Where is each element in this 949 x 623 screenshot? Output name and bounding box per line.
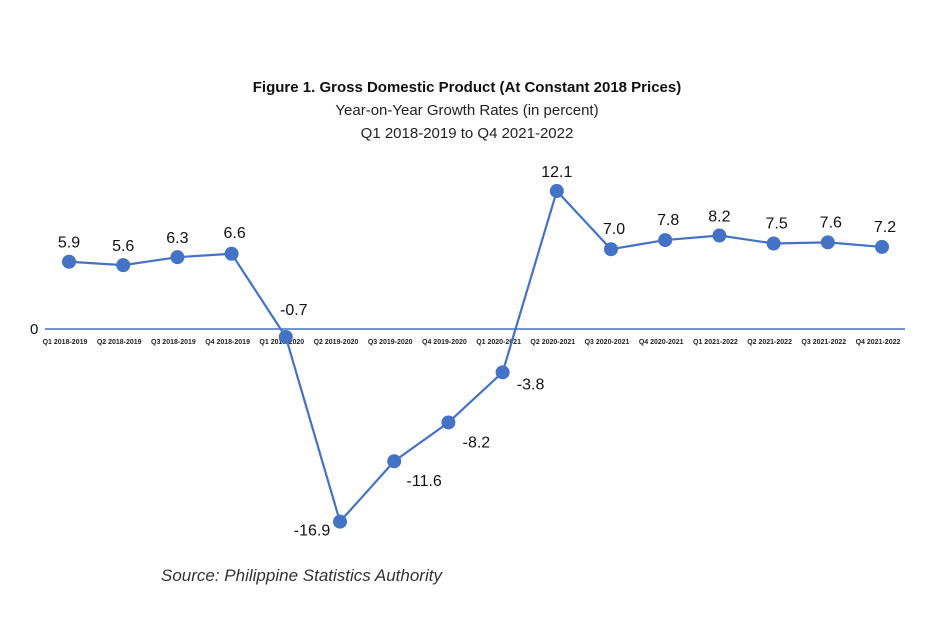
x-tick-label: Q1 2020-2021: [476, 339, 521, 346]
data-point: [604, 242, 618, 257]
x-tick-label: Q4 2018-2019: [205, 339, 250, 346]
data-label: 7.8: [657, 212, 679, 229]
x-tick-label: Q2 2021-2022: [747, 339, 792, 346]
data-label: 8.2: [708, 209, 730, 226]
data-label: 5.9: [58, 235, 80, 252]
data-label: 6.3: [166, 230, 188, 247]
data-point: [62, 254, 76, 269]
chart-subtitle-line-2: Q1 2018-2019 to Q4 2021-2022: [361, 125, 574, 142]
data-label: -8.2: [463, 434, 491, 451]
data-point: [549, 184, 564, 199]
data-point: [712, 228, 727, 243]
source-note: Source: Philippine Statistics Authority: [161, 566, 442, 585]
x-tick-label: Q4 2020-2021: [639, 339, 684, 346]
data-label: 7.6: [820, 214, 842, 231]
data-label: 7.2: [874, 219, 896, 236]
data-label: -11.6: [407, 473, 442, 490]
x-tick-label: Q3 2018-2019: [151, 339, 196, 346]
x-tick-label: Q3 2019-2020: [368, 339, 413, 346]
data-point: [766, 236, 781, 251]
data-label: 6.6: [223, 225, 245, 242]
series-line: [68, 189, 883, 523]
x-tick-label: Q4 2021-2022: [856, 339, 901, 346]
zero-axis-label: 0: [30, 321, 38, 338]
data-label: -0.7: [280, 302, 308, 319]
data-point: [495, 365, 510, 380]
x-tick-label: Q1 2018-2019: [43, 339, 88, 346]
data-label: 5.6: [112, 238, 134, 255]
data-point: [116, 258, 131, 273]
data-label: 7.5: [765, 216, 787, 233]
data-label: 12.1: [541, 164, 572, 181]
data-point: [278, 329, 293, 344]
data-point: [333, 514, 347, 529]
data-point: [658, 233, 673, 248]
data-label: -3.8: [517, 376, 545, 393]
x-tick-label: Q2 2019-2020: [314, 339, 359, 346]
data-point: [820, 235, 835, 250]
data-point: [441, 415, 456, 430]
x-tick-label: Q3 2020-2021: [585, 339, 630, 346]
data-point: [170, 250, 185, 265]
x-tick-label: Q4 2019-2020: [422, 339, 467, 346]
x-tick-label: Q2 2018-2019: [97, 339, 142, 346]
plot-area: 0 Q1 2018-2019 Q2 2018-2019 Q3 2018-2019 Q4 …: [30, 164, 905, 540]
x-tick-label: Q3 2021-2022: [801, 339, 846, 346]
x-tick-label: Q2 2020-2021: [530, 339, 575, 346]
data-point: [224, 246, 239, 261]
data-label: 7.0: [603, 221, 625, 238]
data-label: -16.9: [294, 523, 331, 540]
chart-subtitle-line-1: Year-on-Year Growth Rates (in percent): [335, 102, 598, 119]
x-tick-label: Q1 2021-2022: [693, 339, 738, 346]
data-point: [875, 239, 889, 254]
data-point: [387, 454, 402, 469]
chart-title: Figure 1. Gross Domestic Product (At Con…: [253, 79, 681, 96]
